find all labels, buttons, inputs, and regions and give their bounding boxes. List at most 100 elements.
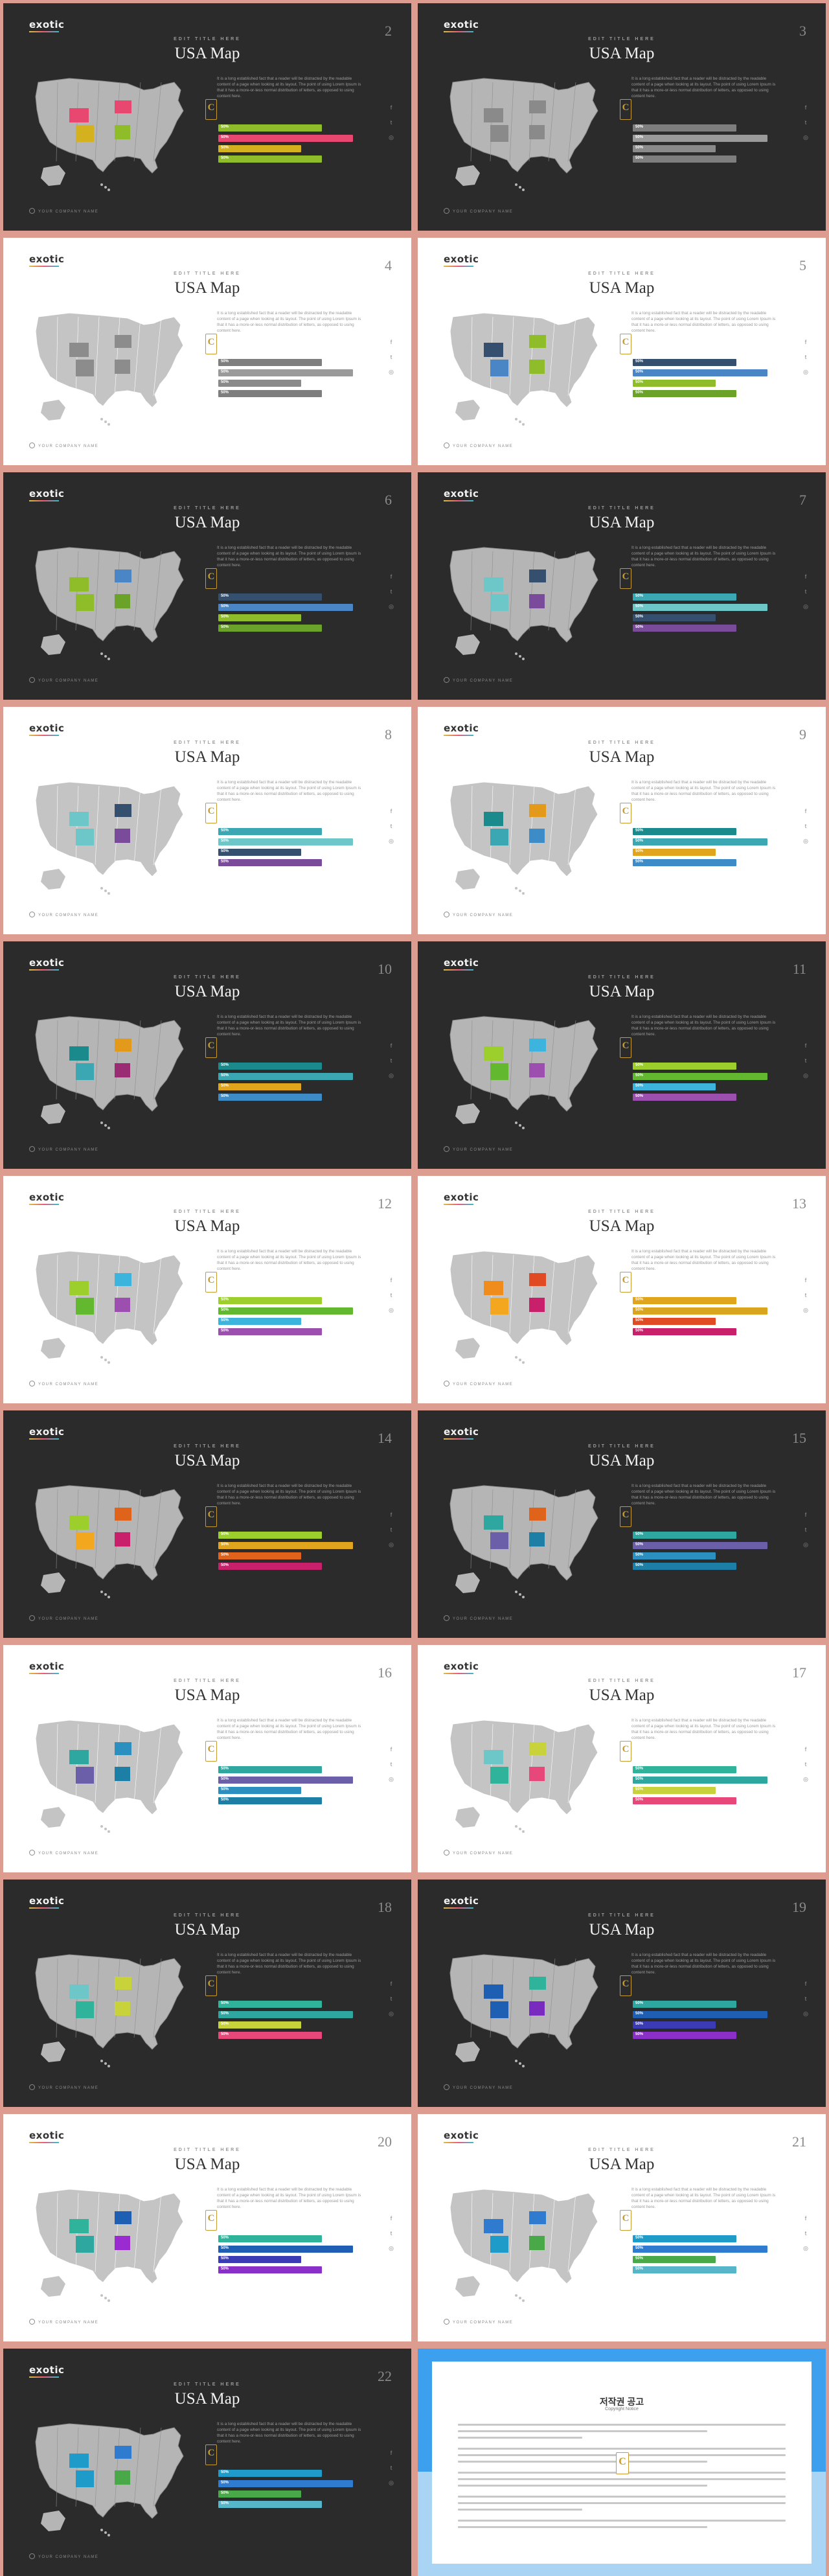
progress-bar-label: 50% bbox=[635, 1788, 644, 1791]
usa-map bbox=[35, 1016, 184, 1129]
progress-bar-label: 50% bbox=[221, 146, 229, 150]
logo: exotic bbox=[29, 253, 64, 267]
footer-icon bbox=[444, 677, 449, 683]
highlighted-state bbox=[484, 343, 503, 357]
slide-thumbnail[interactable]: exotic 3 EDIT TITLE HERE USA Map It is a lon… bbox=[418, 3, 826, 231]
slide-title: USA Map bbox=[174, 45, 240, 62]
slide-thumbnail[interactable]: exotic 17 EDIT TITLE HERE USA Map It is a lo… bbox=[418, 1645, 826, 1872]
usa-outline bbox=[35, 547, 184, 643]
crest-icon: C bbox=[620, 803, 631, 823]
slide-thumbnail[interactable]: exotic 16 EDIT TITLE HERE USA Map It is a lo… bbox=[3, 1645, 411, 1872]
slide-title: USA Map bbox=[589, 748, 655, 766]
slide-thumbnail[interactable]: exotic 21 EDIT TITLE HERE USA Map It is a lo… bbox=[418, 2114, 826, 2341]
hawaii-island bbox=[108, 423, 110, 426]
slide-thumbnail[interactable]: exotic 10 EDIT TITLE HERE USA Map It is a lo… bbox=[3, 941, 411, 1169]
progress-bar-label: 50% bbox=[221, 2236, 229, 2240]
slide-thumbnail[interactable]: exotic 15 EDIT TITLE HERE USA Map It is a lo… bbox=[418, 1410, 826, 1638]
state-border bbox=[567, 316, 576, 397]
page-number: 17 bbox=[792, 1664, 806, 1681]
alaska bbox=[41, 1807, 65, 1828]
usa-map bbox=[35, 2423, 184, 2536]
crest-letter: C bbox=[207, 102, 215, 113]
slide-thumbnail[interactable]: exotic 4 EDIT TITLE HERE USA Map It is a lon… bbox=[3, 238, 411, 465]
logo-text: exotic bbox=[29, 957, 65, 969]
progress-bar-label: 50% bbox=[635, 146, 644, 150]
twitter-icon: t bbox=[390, 1995, 392, 2002]
usa-outline bbox=[449, 1954, 598, 2050]
crest-icon: C bbox=[620, 1741, 631, 1762]
crest-icon: C bbox=[205, 1037, 217, 1058]
progress-bar-label: 50% bbox=[635, 1318, 644, 1322]
progress-bar-label: 50% bbox=[635, 1777, 644, 1781]
slide-thumbnail[interactable]: exotic 20 EDIT TITLE HERE USA Map It is a lo… bbox=[3, 2114, 411, 2341]
slide-title: USA Map bbox=[174, 983, 240, 1000]
footer-text: YOUR COMPANY NAME bbox=[453, 2321, 514, 2325]
crest-icon: C bbox=[620, 568, 631, 589]
state-border bbox=[509, 1489, 514, 1569]
slide-footer: YOUR COMPANY NAME bbox=[444, 208, 513, 214]
slide-thumbnail[interactable]: exotic 12 EDIT TITLE HERE USA Map It is a lo… bbox=[3, 1176, 411, 1403]
slide-subtitle: EDIT TITLE HERE bbox=[174, 37, 241, 41]
slide-footer: YOUR COMPANY NAME bbox=[29, 1850, 98, 1856]
page-number: 3 bbox=[799, 23, 806, 39]
highlighted-state bbox=[69, 1046, 89, 1061]
slide-subtitle: EDIT TITLE HERE bbox=[588, 1444, 655, 1449]
state-border bbox=[56, 1489, 58, 1569]
highlighted-state bbox=[76, 2236, 94, 2253]
slide-thumbnail[interactable]: exotic 18 EDIT TITLE HERE USA Map It is a lo… bbox=[3, 1880, 411, 2107]
hawaii-island bbox=[108, 1596, 110, 1598]
state-border bbox=[548, 82, 556, 162]
page-number: 21 bbox=[792, 2133, 806, 2150]
slide-thumbnail[interactable]: exotic 2 EDIT TITLE HERE USA Map It is a lon… bbox=[3, 3, 411, 231]
bar-list: 50% 50% 50% 50% bbox=[218, 828, 361, 869]
slide-thumbnail[interactable]: exotic 8 EDIT TITLE HERE USA Map It is a lon… bbox=[3, 707, 411, 934]
slide-thumbnail[interactable]: exotic 22 EDIT TITLE HERE USA Map It is a lo… bbox=[3, 2349, 411, 2576]
state-border bbox=[548, 2192, 556, 2273]
slide-thumbnail[interactable]: exotic 5 EDIT TITLE HERE USA Map It is a lon… bbox=[418, 238, 826, 465]
progress-bar-label: 50% bbox=[635, 1094, 644, 1098]
state-border bbox=[548, 1254, 556, 1335]
logo: exotic bbox=[29, 1661, 64, 1674]
slide-thumbnail[interactable]: exotic 19 EDIT TITLE HERE USA Map It is a lo… bbox=[418, 1880, 826, 2107]
hawaii-island bbox=[519, 186, 521, 189]
logo-text: exotic bbox=[29, 19, 65, 30]
slide-thumbnail[interactable]: exotic 11 EDIT TITLE HERE USA Map It is a lo… bbox=[418, 941, 826, 1169]
page-number: 18 bbox=[378, 1899, 392, 1915]
footer-icon bbox=[29, 1381, 35, 1386]
highlighted-state bbox=[69, 2219, 89, 2233]
body-text: It is a long established fact that a rea… bbox=[217, 311, 361, 333]
usa-map bbox=[35, 78, 184, 191]
state-border bbox=[95, 785, 100, 866]
progress-bar: 50% bbox=[633, 2011, 767, 2018]
copyright-slide[interactable]: 저작권 공고 Copyright Notice C bbox=[418, 2349, 826, 2576]
state-border bbox=[133, 1254, 141, 1335]
slide-thumbnail[interactable]: exotic 6 EDIT TITLE HERE USA Map It is a lon… bbox=[3, 472, 411, 700]
highlighted-state bbox=[115, 829, 130, 843]
slide-thumbnail[interactable]: exotic 9 EDIT TITLE HERE USA Map It is a lon… bbox=[418, 707, 826, 934]
highlighted-state bbox=[529, 829, 545, 843]
hawaii-island bbox=[515, 1825, 517, 1828]
progress-bar-label: 50% bbox=[221, 839, 229, 843]
slide-thumbnail[interactable]: exotic 7 EDIT TITLE HERE USA Map It is a lon… bbox=[418, 472, 826, 700]
usa-map bbox=[35, 1485, 184, 1598]
highlighted-state bbox=[115, 2001, 130, 2016]
state-border bbox=[153, 316, 162, 397]
progress-bar-label: 50% bbox=[635, 2246, 644, 2250]
progress-bar: 50% bbox=[218, 2235, 322, 2242]
slide-thumbnail[interactable]: exotic 14 EDIT TITLE HERE USA Map It is a lo… bbox=[3, 1410, 411, 1638]
facebook-icon: f bbox=[390, 339, 392, 345]
progress-bar-label: 50% bbox=[221, 849, 229, 853]
twitter-icon: t bbox=[390, 1526, 392, 1533]
progress-bar-label: 50% bbox=[635, 860, 644, 864]
instagram-icon: ◎ bbox=[803, 1072, 808, 1079]
progress-bar: 50% bbox=[633, 1787, 716, 1794]
highlighted-state bbox=[529, 2236, 545, 2250]
usa-map bbox=[449, 2189, 598, 2302]
instagram-icon: ◎ bbox=[803, 1541, 808, 1548]
hawaii-island bbox=[522, 423, 525, 426]
progress-bar: 50% bbox=[633, 2246, 767, 2253]
slide-thumbnail[interactable]: exotic 13 EDIT TITLE HERE USA Map It is a lo… bbox=[418, 1176, 826, 1403]
footer-icon bbox=[444, 2084, 449, 2090]
state-border bbox=[95, 1723, 100, 1804]
progress-bar: 50% bbox=[218, 1797, 322, 1804]
